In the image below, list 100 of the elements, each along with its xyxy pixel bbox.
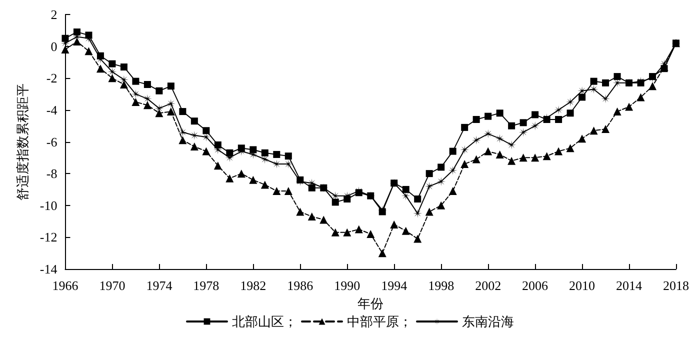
x-tick-label: 2010 — [569, 278, 596, 293]
point — [519, 154, 528, 162]
point — [308, 184, 316, 192]
point — [120, 80, 128, 88]
point — [108, 60, 116, 68]
point — [226, 174, 234, 182]
point — [648, 82, 657, 90]
point — [178, 128, 188, 137]
y-tick-label: -10 — [40, 198, 58, 213]
x-tick-label: 1974 — [146, 278, 173, 293]
point — [62, 34, 69, 42]
point — [214, 162, 222, 170]
point — [566, 110, 574, 117]
point — [378, 249, 386, 258]
point — [155, 109, 164, 118]
point — [202, 147, 210, 156]
point — [472, 116, 480, 123]
x-tick-label: 1990 — [334, 278, 360, 293]
point — [460, 160, 469, 168]
legend-label: 东南沿海 — [462, 314, 514, 329]
x-tick-label: 1970 — [99, 278, 126, 293]
legend-label: 北部山区； — [232, 314, 297, 329]
y-tick-label: 2 — [50, 7, 58, 22]
point — [167, 82, 174, 90]
point — [260, 180, 269, 189]
x-tick-label: 1998 — [428, 278, 454, 293]
x-tick-label: 1978 — [193, 278, 220, 293]
point — [496, 150, 504, 158]
point — [438, 164, 445, 171]
point — [425, 208, 434, 216]
point — [354, 225, 363, 234]
point — [131, 90, 140, 99]
point — [284, 152, 292, 160]
point — [566, 144, 574, 152]
point — [120, 63, 128, 70]
point — [414, 234, 422, 243]
point — [495, 134, 504, 144]
point — [72, 38, 81, 46]
point — [84, 47, 93, 56]
x-tick-label: 2014 — [616, 278, 643, 293]
point — [542, 152, 551, 160]
y-tick-label: -14 — [40, 262, 58, 276]
point — [532, 111, 539, 118]
y-axis-title: 舒适度指数累积距平 — [15, 83, 30, 200]
point — [73, 28, 80, 36]
point — [484, 129, 493, 138]
point — [472, 136, 481, 145]
point — [343, 228, 352, 236]
point — [496, 110, 504, 117]
point — [414, 196, 422, 203]
x-tick-label: 2002 — [475, 278, 502, 293]
point — [602, 79, 610, 86]
y-tick-label: -4 — [46, 102, 58, 118]
point — [484, 112, 492, 120]
point — [614, 73, 621, 80]
point — [214, 141, 222, 148]
point — [508, 122, 516, 130]
x-axis-title: 年份 — [358, 296, 384, 311]
point — [273, 150, 280, 158]
point — [531, 154, 540, 162]
point — [518, 128, 528, 137]
point — [590, 126, 598, 135]
point — [178, 136, 187, 144]
point — [578, 134, 586, 143]
point — [625, 102, 634, 111]
point — [132, 98, 140, 106]
point — [108, 74, 116, 82]
point — [426, 170, 433, 178]
point — [555, 116, 562, 123]
point — [413, 208, 422, 218]
point — [461, 124, 468, 131]
y-tick-label: -12 — [40, 230, 58, 245]
point — [132, 78, 140, 85]
point — [320, 216, 328, 224]
point — [449, 148, 456, 155]
point — [613, 108, 622, 116]
point — [144, 80, 151, 88]
point — [590, 78, 598, 85]
point — [530, 121, 540, 130]
point — [179, 108, 186, 116]
point — [601, 94, 610, 104]
point — [484, 147, 492, 156]
point — [366, 230, 375, 238]
point — [272, 187, 281, 196]
point — [96, 64, 104, 73]
point — [296, 208, 304, 216]
point — [424, 182, 434, 191]
y-tick-label: 0 — [50, 38, 58, 54]
point — [448, 187, 457, 196]
point — [156, 87, 163, 94]
point — [226, 149, 234, 156]
point — [250, 146, 257, 154]
x-tick-label: 1986 — [287, 278, 314, 293]
point — [190, 142, 198, 151]
y-tick-label: -2 — [46, 70, 58, 86]
point — [460, 145, 470, 154]
point — [143, 101, 152, 110]
point — [636, 93, 645, 102]
point — [437, 201, 446, 210]
point — [508, 156, 516, 165]
